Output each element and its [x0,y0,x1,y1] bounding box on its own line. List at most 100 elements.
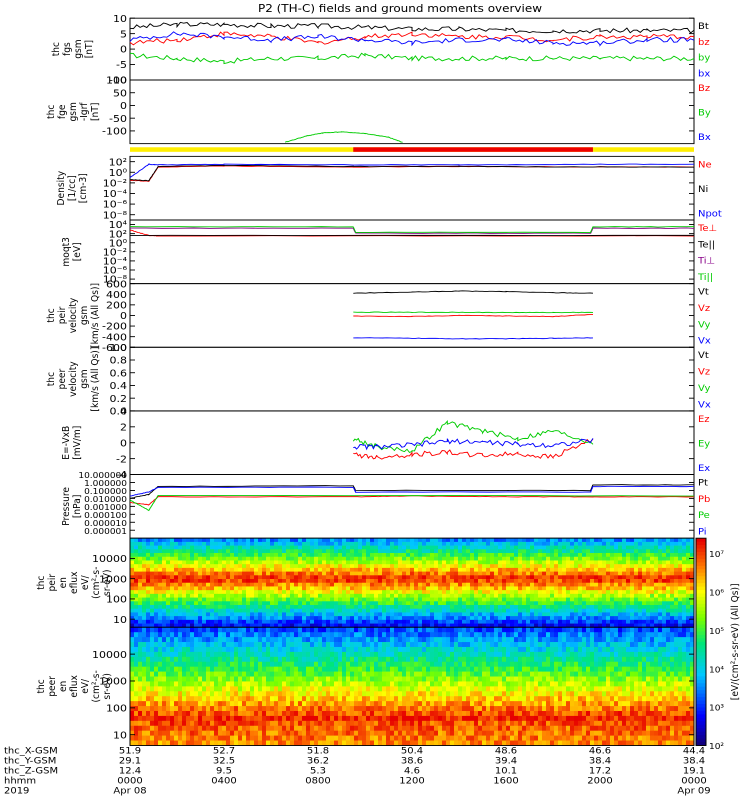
spectrogram-cell [454,556,459,561]
spectrogram-cell [154,553,159,558]
spectrogram-cell [194,553,199,558]
spectrogram-cell [382,545,387,550]
spectrogram-cell [570,616,575,621]
spectrogram-cell [306,582,311,587]
spectrogram-cell [378,619,383,624]
spectrogram-cell [274,556,279,561]
spectrogram-cell [510,541,515,546]
spectrogram-cell [294,642,299,648]
spectrogram-cell [326,597,331,602]
spectrogram-cell [150,686,155,692]
spectrogram-cell [414,564,419,569]
spectrogram-cell [222,720,227,727]
spectrogram-cell [162,710,167,717]
spectrogram-cell [250,605,255,610]
spectrogram-cell [282,656,287,663]
spectrogram-cell [426,571,431,576]
spectrogram-cell [478,608,483,613]
spectrogram-cell [270,616,275,621]
spectrogram-cell [174,632,179,638]
spectrogram-cell [278,656,283,663]
spectrogram-cell [218,725,223,732]
spectrogram-cell [178,541,183,546]
spectrogram-cell [346,656,351,663]
spectrogram-cell [330,725,335,732]
spectrogram-cell [150,706,155,712]
spectrogram-cell [602,549,607,554]
spectrogram-cell [606,590,611,595]
spectrogram-cell [286,579,291,584]
spectrogram-cell [394,549,399,554]
spectrogram-cell [382,579,387,584]
spectrogram-cell [322,671,327,677]
spectrogram-cell [462,560,467,565]
spectrogram-cell [670,541,675,546]
spectrogram-cell [214,538,219,543]
spectrogram-cell [242,691,247,697]
spectrogram-cell [238,691,243,697]
spectrogram-cell [438,545,443,550]
spectrogram-cell [662,590,667,595]
spectrogram-cell [386,549,391,554]
spectrogram-cell [270,623,275,628]
spectrogram-cell [166,666,171,672]
spectrogram-cell [134,556,139,561]
spectrogram-cell [158,676,163,682]
spectrogram-cell [526,601,531,606]
spectrogram-cell [354,575,359,580]
spectrogram-cell [466,623,471,628]
spectrogram-cell [518,556,523,561]
spectrogram-cell [198,710,203,717]
spectrogram-cell [690,601,695,606]
series-line-Pe [129,494,695,512]
spectrogram-cell [534,608,539,613]
spectrogram-cell [474,545,479,550]
spectrogram-cell [498,605,503,610]
spectrogram-cell [186,616,191,621]
spectrogram-cell [658,582,663,587]
spectrogram-cell [266,656,271,663]
spectrogram-cell [238,541,243,546]
spectrogram-cell [274,560,279,565]
spectrogram-cell [590,560,595,565]
spectrogram-cell [502,571,507,576]
spectrogram-cell [342,686,347,692]
spectrogram-cell [618,549,623,554]
spectrogram-cell [490,560,495,565]
spectrogram-cell [130,605,135,610]
spectrogram-cell [530,571,535,576]
spectrogram-cell [342,538,347,543]
spectrogram-cell [594,623,599,628]
spectrogram-cell [462,623,467,628]
spectrogram-cell [422,553,427,558]
spectrogram-cell [522,541,527,546]
spectrogram-cell [638,619,643,624]
spectrogram-cell [158,671,163,677]
spectrogram-cell [482,582,487,587]
spectrogram-cell [146,691,151,697]
spectrogram-cell [314,553,319,558]
spectrogram-cell [226,538,231,543]
spectrogram-cell [202,691,207,697]
y-tick-label: 0.000100 [84,511,127,521]
spectrogram-cell [170,740,175,746]
spectrogram-cell [270,612,275,617]
spectrogram-cell [402,556,407,561]
spectrogram-cell [306,627,311,633]
spectrogram-cell [286,538,291,543]
spectrogram-cell [266,590,271,595]
spectrogram-cell [370,612,375,617]
y-axis-label: fge [57,104,69,119]
spectrogram-cell [294,686,299,692]
spectrogram-cell [570,579,575,584]
spectrogram-cell [446,593,451,598]
spectrogram-cell [646,541,651,546]
spectrogram-cell [482,605,487,610]
spectrogram-cell [330,590,335,595]
spectrogram-cell [250,608,255,613]
y-tick-label: 0 [120,101,127,112]
spectrogram-cell [198,671,203,677]
spectrogram-cell [690,619,695,624]
spectrogram-cell [450,582,455,587]
spectrogram-cell [642,564,647,569]
